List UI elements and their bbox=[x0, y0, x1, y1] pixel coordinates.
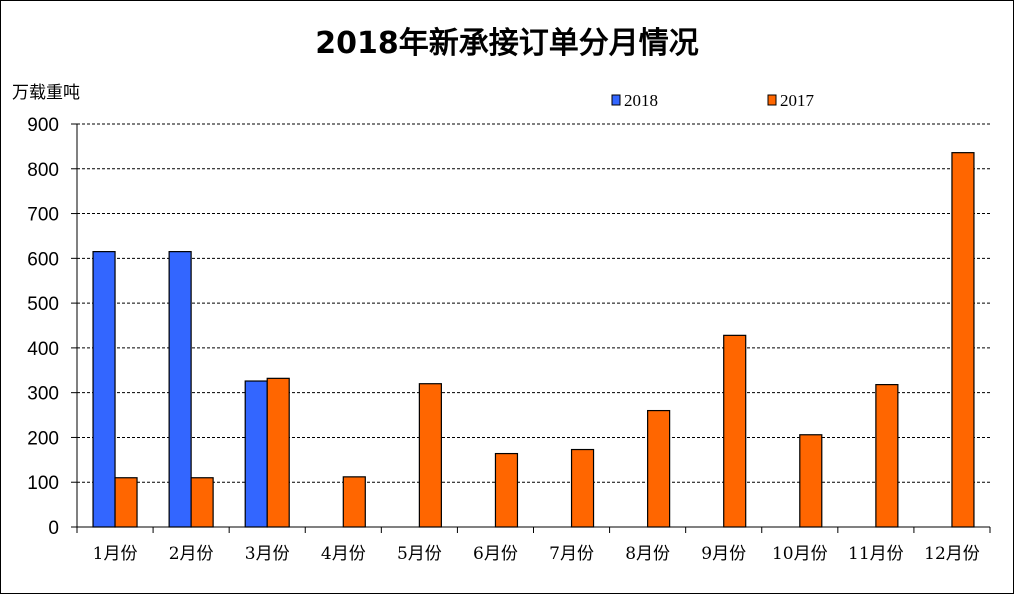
chart-title: 2018年新承接订单分月情况 bbox=[315, 26, 699, 61]
gridlines bbox=[77, 123, 990, 483]
bar-2017-7 bbox=[570, 448, 595, 528]
y-tick-label: 400 bbox=[27, 339, 59, 360]
bar-2017-4 bbox=[342, 476, 366, 528]
bar-2018-3 bbox=[244, 380, 268, 528]
x-tick-label: 4月份 bbox=[321, 544, 366, 564]
axes bbox=[71, 123, 991, 533]
x-tick-label: 8月份 bbox=[625, 544, 670, 564]
y-tick-label: 200 bbox=[27, 428, 59, 449]
bar-2017-3 bbox=[266, 377, 290, 528]
y-tick-label: 800 bbox=[27, 160, 59, 181]
y-tick-label: 100 bbox=[27, 473, 59, 494]
y-axis-label: 万载重吨 bbox=[12, 83, 80, 103]
x-tick-label: 10月份 bbox=[772, 544, 828, 564]
bars bbox=[92, 152, 975, 528]
bar-2018-2 bbox=[168, 251, 192, 528]
y-tick-label: 700 bbox=[27, 205, 59, 226]
y-tick-label: 600 bbox=[27, 249, 59, 270]
y-tick-label: 300 bbox=[27, 384, 59, 405]
x-tick-label: 2月份 bbox=[169, 544, 214, 564]
legend-label-2018: 2018 bbox=[624, 91, 658, 110]
legend: 2018 2017 bbox=[611, 91, 815, 110]
y-tick-label: 0 bbox=[48, 518, 59, 539]
y-tick-label: 900 bbox=[27, 115, 59, 136]
x-tick-label: 3月份 bbox=[245, 544, 290, 564]
legend-swatch-2017 bbox=[767, 94, 777, 106]
x-tick-label: 9月份 bbox=[701, 544, 746, 564]
bar-2017-2 bbox=[190, 477, 214, 528]
y-tick-label: 500 bbox=[27, 294, 59, 315]
bar-2017-6 bbox=[494, 452, 519, 528]
bar-2017-9 bbox=[723, 334, 747, 528]
legend-swatch-2018 bbox=[611, 94, 621, 106]
bar-2017-8 bbox=[647, 409, 671, 528]
legend-label-2017: 2017 bbox=[780, 91, 815, 110]
x-tick-label: 5月份 bbox=[397, 544, 442, 564]
bar-2017-5 bbox=[418, 383, 442, 528]
x-tick-label: 12月份 bbox=[924, 544, 980, 564]
x-tick-label: 7月份 bbox=[549, 544, 594, 564]
bar-2017-1 bbox=[114, 477, 138, 528]
x-tick-label: 1月份 bbox=[93, 544, 138, 564]
bar-2017-10 bbox=[799, 434, 823, 528]
x-tick-label: 11月份 bbox=[848, 544, 904, 564]
bar-2018-1 bbox=[92, 251, 116, 528]
x-tick-label: 6月份 bbox=[473, 544, 518, 564]
bar-2017-12 bbox=[951, 152, 975, 528]
bar-2017-11 bbox=[875, 384, 899, 528]
tick-labels: 0 100 200 300 400 500 600 700 800 900 1月份 2月份 3月份 4月份… bbox=[27, 115, 979, 564]
